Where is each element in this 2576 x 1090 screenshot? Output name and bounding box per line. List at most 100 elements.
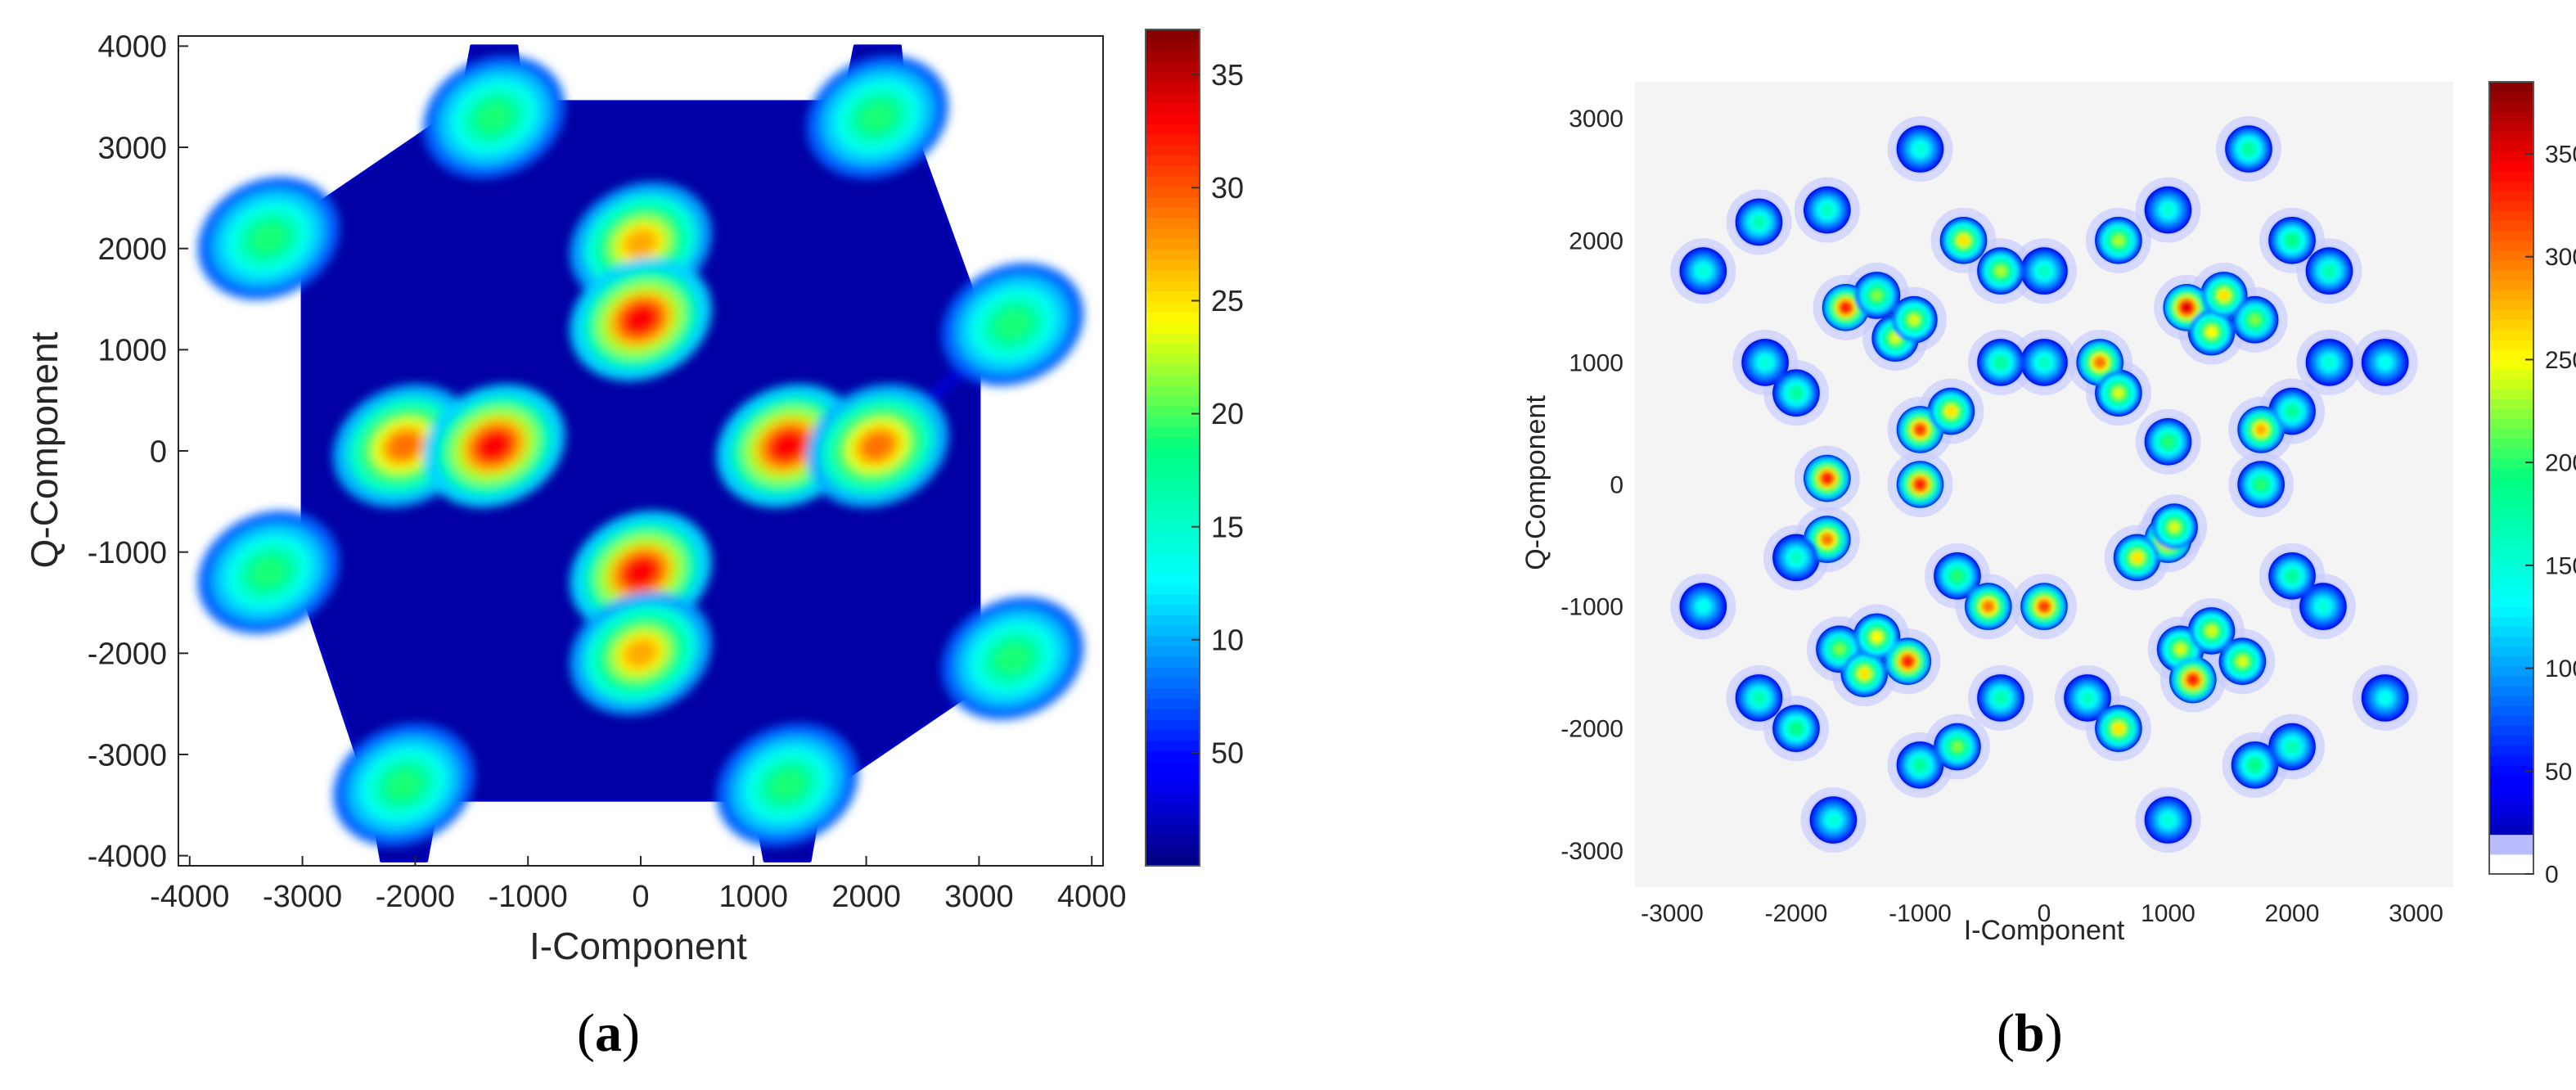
cluster-density-level [1754,692,1764,704]
colorbar-segment [1146,343,1200,354]
cluster [1854,272,1899,318]
cluster [2114,535,2159,580]
colorbar-segment [2489,488,2533,498]
cluster [1941,218,1986,263]
cluster [2270,218,2315,263]
cluster [1934,553,1979,598]
plot-area-a [178,36,1103,866]
colorbar-segment [2489,339,2533,350]
colorbar-segment [2489,92,2533,102]
cluster [1773,706,1818,751]
colorbar-segment [1146,405,1200,417]
cluster [423,384,565,507]
colorbar-segment [1146,259,1200,271]
colorbar-segment [2489,230,2533,241]
y-tick-label: 3000 [1569,106,1624,133]
cluster-density-level [1915,759,1925,771]
colorbar-segment [1146,499,1200,511]
cluster-density-level [1790,723,1802,734]
colorbar-segment [2489,82,2533,92]
colorbar-segment [2489,646,2533,657]
chart-panel-a: -4000 -3000 -2000 -1000 0 1000 2000 3000 4000 -40… [0,0,1260,1086]
colorbar-segment [1146,50,1200,61]
colorbar-segment [1146,81,1200,93]
cluster-density-level [2237,656,2248,667]
x-axis-label-b: I-Component [1964,915,2125,946]
cluster [2152,505,2197,550]
cluster-density-level [2380,692,2390,704]
colorbar-segment [1146,823,1200,836]
colorbar-segment [1146,426,1200,438]
colorbar-segment [2489,240,2533,251]
axes-b: -3000 -2000 -1000 0 1000 2000 3000 -3000 -2000 -1… [1560,106,2443,927]
cluster [806,55,948,178]
colorbar-segment [1146,71,1200,83]
axes-a: -4000 -3000 -2000 -1000 0 1000 2000 3000 4000 -40… [88,30,1127,914]
cluster-density-level [1840,302,1851,313]
cluster [942,263,1084,386]
cluster-density-level [2249,314,2260,325]
cluster [1736,675,1781,720]
cluster-density-level [2286,406,2298,417]
cluster-density-level [2038,357,2050,368]
colorbar-segment [2489,863,2533,875]
cluster [1934,724,1979,769]
colorbar-tick-label: 100 [2545,655,2576,682]
cluster [2065,675,2110,720]
colorbar-segment [1146,479,1200,490]
colorbar-segment [2489,250,2533,261]
colorbar-segment [2489,566,2533,578]
cluster-density-level [624,305,657,334]
cluster [1743,340,1788,385]
colorbar-segment [2489,655,2533,667]
colorbar-segment [2489,438,2533,449]
cluster [1898,126,1943,172]
cluster-density-level [1698,265,1709,277]
colorbar-segment [2489,457,2533,469]
cluster [1978,249,2023,294]
y-tick-label: 0 [1610,472,1624,499]
colorbar-segment [1146,520,1200,532]
colorbar-b: 0 50 100 150 200 250 300 350 [2488,81,2576,889]
cluster-density-level [1915,424,1925,435]
colorbar-segment [2489,507,2533,518]
colorbar-segment [1146,457,1200,470]
cluster [1823,285,1868,330]
colorbar-segment [2489,379,2533,390]
colorbar-segment [1146,510,1200,522]
x-tick-label: 2000 [831,880,901,914]
cluster [1978,340,2023,385]
colorbar-segment [2489,269,2533,281]
x-tick-label: -1000 [1889,900,1952,927]
colorbar-tick-label: 0 [2545,862,2559,889]
cluster-density-level [1952,741,1963,752]
cluster [197,177,340,300]
colorbar-segment [1146,834,1200,846]
y-tick-label: -1000 [1560,594,1624,621]
panel-letter-b: b [2014,1003,2045,1063]
colorbar-segment [2489,597,2533,607]
colorbar-segment [1146,531,1200,543]
cluster-density-level [1983,601,1993,612]
colorbar-segment [2489,399,2533,409]
colorbar-segment [2489,300,2533,310]
colorbar-segment [2489,389,2533,399]
y-tick-label: -3000 [1560,838,1624,865]
colorbar-segment [2489,131,2533,142]
density-clusters [197,55,1084,847]
plot-area-b [1635,82,2453,887]
colorbar-segment [1146,729,1200,741]
colorbar-segment [2489,498,2533,508]
colorbar-segment [2489,141,2533,152]
colorbar-segment [2489,636,2533,647]
colorbar-segment [1146,269,1200,282]
colorbar-segment [2489,210,2533,221]
colorbar-segment [1146,541,1200,553]
colorbar-tick-label: 50 [2545,759,2572,786]
colorbar-segment [1146,855,1200,867]
cluster-density-level [2163,205,2173,215]
colorbar-segment [2489,547,2533,558]
y-tick-label: -2000 [88,637,167,672]
colorbar-segment [1146,583,1200,595]
colorbar-segment [2489,349,2533,360]
